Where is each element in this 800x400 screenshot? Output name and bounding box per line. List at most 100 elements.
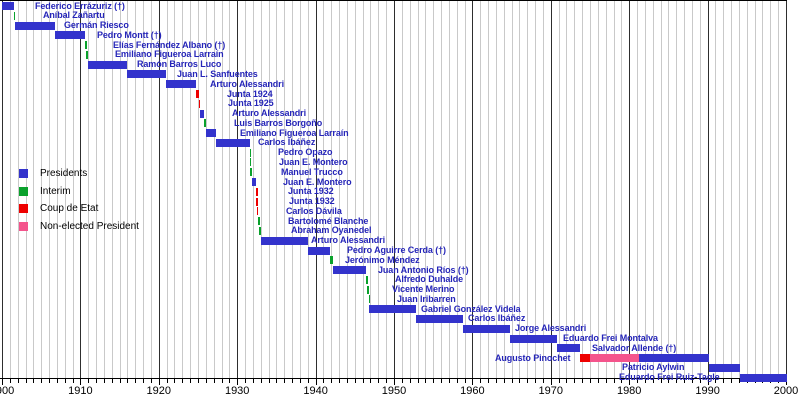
term-label: Arturo Alessandri bbox=[232, 108, 306, 119]
year-gridline bbox=[613, 1, 615, 378]
year-gridline bbox=[738, 1, 740, 378]
president-bar-segment bbox=[333, 266, 367, 275]
x-axis-tick-label: 1930 bbox=[224, 385, 250, 397]
year-gridline bbox=[174, 1, 176, 378]
decade-gridline bbox=[707, 1, 709, 378]
year-tick bbox=[284, 379, 286, 383]
year-tick bbox=[370, 379, 372, 383]
coup-bar-segment bbox=[256, 187, 258, 196]
year-gridline bbox=[441, 1, 443, 378]
year-gridline bbox=[17, 1, 19, 378]
year-gridline bbox=[464, 1, 466, 378]
year-tick bbox=[103, 379, 105, 383]
term-label: Eduardo Frei Montalva bbox=[563, 333, 658, 344]
term-label: Junta 1932 bbox=[289, 196, 335, 207]
year-gridline bbox=[527, 1, 529, 378]
president-bar-segment bbox=[15, 21, 55, 30]
president-bar-segment bbox=[166, 80, 196, 89]
decade-gridline bbox=[2, 1, 3, 378]
year-gridline bbox=[409, 1, 411, 378]
year-gridline bbox=[480, 1, 482, 378]
decade-tick bbox=[158, 379, 160, 385]
year-tick bbox=[41, 379, 43, 383]
year-gridline bbox=[731, 1, 733, 378]
year-tick bbox=[409, 379, 411, 383]
year-tick bbox=[621, 379, 623, 383]
interim-bar-segment bbox=[85, 50, 89, 59]
year-tick bbox=[448, 379, 450, 383]
year-gridline bbox=[9, 1, 11, 378]
year-tick bbox=[644, 379, 646, 383]
x-axis-line bbox=[0, 378, 787, 379]
term-label: Aníbal Zañartu bbox=[43, 10, 105, 21]
decade-gridline bbox=[237, 1, 239, 378]
year-tick bbox=[339, 379, 341, 383]
year-gridline bbox=[652, 1, 654, 378]
year-gridline bbox=[284, 1, 286, 378]
year-gridline bbox=[299, 1, 301, 378]
year-tick bbox=[597, 379, 599, 383]
decade-tick bbox=[237, 379, 239, 385]
year-gridline bbox=[754, 1, 756, 378]
year-gridline bbox=[770, 1, 772, 378]
decade-tick bbox=[550, 379, 552, 385]
interim-bar-segment bbox=[258, 226, 261, 235]
year-gridline bbox=[49, 1, 51, 378]
year-gridline bbox=[511, 1, 513, 378]
year-gridline bbox=[72, 1, 74, 378]
year-gridline bbox=[644, 1, 646, 378]
term-label: Vicente Merino bbox=[392, 284, 455, 295]
year-gridline bbox=[56, 1, 58, 378]
year-gridline bbox=[292, 1, 294, 378]
decade-tick bbox=[80, 379, 82, 385]
legend-swatch-interim bbox=[19, 186, 28, 196]
year-gridline bbox=[103, 1, 105, 378]
year-gridline bbox=[323, 1, 325, 378]
interim-bar-segment bbox=[249, 158, 251, 167]
year-tick bbox=[464, 379, 466, 383]
year-tick bbox=[56, 379, 58, 383]
year-tick bbox=[213, 379, 215, 383]
term-label: Juan Antonio Ríos (†) bbox=[378, 264, 469, 275]
term-label: Junta 1925 bbox=[228, 98, 274, 109]
year-tick bbox=[699, 379, 701, 383]
year-tick bbox=[495, 379, 497, 383]
year-tick bbox=[299, 379, 301, 383]
president-bar-segment bbox=[463, 324, 511, 333]
coup-bar-segment bbox=[195, 90, 199, 99]
interim-bar-segment bbox=[366, 275, 368, 284]
president-bar-segment bbox=[127, 70, 167, 79]
president-bar-segment bbox=[216, 138, 250, 147]
year-tick bbox=[613, 379, 615, 383]
x-axis-tick-label: 1970 bbox=[538, 385, 564, 397]
year-tick bbox=[386, 379, 388, 383]
interim-bar-segment bbox=[249, 148, 251, 157]
year-tick bbox=[323, 379, 325, 383]
year-tick bbox=[331, 379, 333, 383]
x-axis-tick-label: 1920 bbox=[146, 385, 172, 397]
year-gridline bbox=[637, 1, 639, 378]
year-tick bbox=[9, 379, 11, 383]
year-tick bbox=[49, 379, 51, 383]
decade-tick bbox=[2, 379, 3, 385]
year-tick bbox=[527, 379, 529, 383]
year-gridline bbox=[135, 1, 137, 378]
year-tick bbox=[354, 379, 356, 383]
term-label: Arturo Alessandri bbox=[210, 78, 284, 89]
year-tick bbox=[676, 379, 678, 383]
year-tick bbox=[119, 379, 121, 383]
coup-bar-segment bbox=[256, 207, 259, 216]
term-label: Germán Riesco bbox=[64, 20, 129, 31]
year-tick bbox=[268, 379, 270, 383]
year-gridline bbox=[590, 1, 591, 378]
year-gridline bbox=[558, 1, 560, 378]
year-gridline bbox=[339, 1, 341, 378]
year-tick bbox=[276, 379, 278, 383]
year-gridline bbox=[605, 1, 607, 378]
year-gridline bbox=[433, 1, 435, 378]
decade-tick bbox=[786, 379, 787, 385]
year-gridline bbox=[268, 1, 270, 378]
year-tick bbox=[652, 379, 654, 383]
decade-gridline bbox=[158, 1, 160, 378]
year-tick bbox=[174, 379, 176, 383]
